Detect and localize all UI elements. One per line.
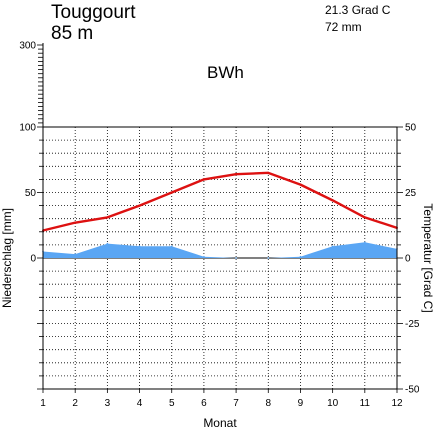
precipitation-area [43, 242, 397, 258]
month-tick-label: 5 [169, 398, 175, 409]
climate-classification: BWh [207, 63, 244, 82]
chart-grid [43, 127, 397, 389]
temperature-point [74, 221, 77, 224]
x-axis-title: Monat [203, 416, 237, 430]
precipitation-point [74, 253, 76, 255]
precipitation-point [235, 257, 237, 259]
temperature-tick-label: 50 [405, 123, 417, 134]
month-tick-label: 8 [265, 398, 271, 409]
precipitation-point [267, 257, 270, 259]
month-tick-label: 9 [298, 398, 304, 409]
temperature-point [170, 191, 173, 194]
precipitation-point [170, 245, 173, 248]
month-axis-ticks: 1 2 3 4 5 6 7 8 9 10 11 12 [40, 389, 403, 409]
left-axis-title: Niederschlag [mm] [0, 208, 14, 308]
temperature-tick-label: 25 [405, 188, 417, 199]
right-axis-title: Temperatur [Grad C] [421, 203, 435, 312]
station-name: Touggourt [51, 2, 136, 23]
precipitation-axis-ticks: 0 50 100 300 [19, 41, 43, 390]
temperature-point [138, 204, 141, 207]
temperature-point [106, 216, 109, 219]
month-tick-label: 10 [327, 398, 339, 409]
annual-precipitation: 72 mm [325, 20, 362, 34]
temperature-point [267, 171, 270, 174]
temperature-point [331, 199, 334, 202]
month-tick-label: 4 [137, 398, 143, 409]
month-tick-label: 3 [105, 398, 111, 409]
temperature-axis-ticks: 50 25 0 -25 -50 [397, 123, 420, 396]
month-tick-label: 7 [233, 398, 239, 409]
precipitation-point [364, 241, 366, 244]
precipitation-tick-label: 0 [30, 254, 36, 265]
temperature-tick-label: -50 [405, 385, 420, 396]
precipitation-point [331, 245, 334, 248]
month-tick-label: 2 [72, 398, 78, 409]
temperature-line [42, 171, 398, 232]
temperature-point [202, 178, 205, 181]
month-tick-label: 1 [40, 398, 46, 409]
series-layer [42, 171, 398, 259]
precipitation-point [203, 255, 205, 258]
precipitation-tick-label: 100 [19, 123, 36, 134]
mean-temperature: 21.3 Grad C [325, 3, 391, 17]
temperature-point [363, 216, 366, 219]
month-tick-label: 12 [391, 398, 403, 409]
precipitation-point [106, 242, 109, 245]
precipitation-tick-label: 50 [25, 188, 37, 199]
temperature-point [235, 173, 238, 176]
precipitation-compressed-axis [38, 43, 44, 127]
month-tick-label: 6 [201, 398, 207, 409]
month-tick-label: 11 [360, 398, 371, 409]
station-elevation: 85 m [51, 23, 93, 44]
precipitation-point [299, 255, 302, 258]
temperature-tick-label: 0 [405, 254, 411, 265]
precipitation-tick-label: 300 [19, 41, 36, 52]
precipitation-point [138, 245, 141, 248]
temperature-tick-label: -25 [405, 319, 420, 330]
temperature-point [299, 183, 302, 186]
